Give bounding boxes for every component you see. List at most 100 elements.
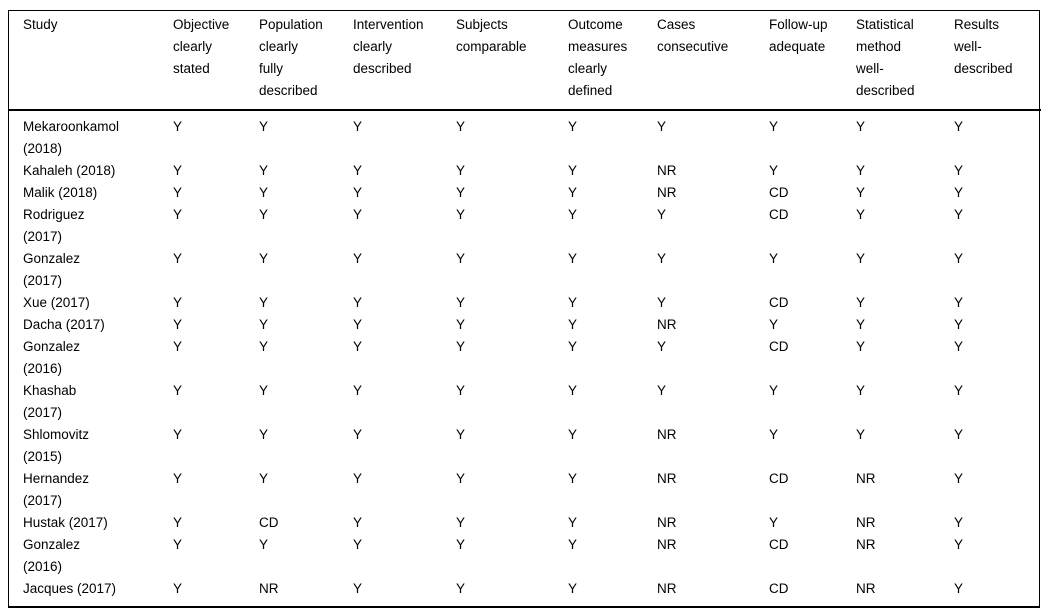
rating-cell: Y bbox=[856, 295, 866, 310]
rating-cell: Y bbox=[769, 427, 779, 442]
rating-cell: Y bbox=[568, 427, 578, 442]
rating-cell: NR bbox=[856, 581, 876, 596]
rating-cell: Y bbox=[568, 383, 578, 398]
rating-cell: Y bbox=[353, 427, 363, 442]
rating-cell: Y bbox=[769, 515, 779, 530]
rating-cell: Y bbox=[657, 295, 667, 310]
rating-cell: Y bbox=[173, 119, 183, 134]
rating-cell: Y bbox=[259, 317, 269, 332]
rating-cell: Y bbox=[568, 581, 578, 596]
rating-cell: Y bbox=[856, 427, 866, 442]
table-header: Study Objective clearly stated Population … bbox=[9, 11, 1041, 111]
table-row: Mekaroonkamol (2018) Y Y Y Y Y Y Y Y Y bbox=[9, 110, 1041, 160]
rating-cell: Y bbox=[657, 251, 667, 266]
rating-cell: Y bbox=[353, 471, 363, 486]
table-row: Xue (2017) Y Y Y Y Y Y CD Y Y bbox=[9, 292, 1041, 314]
rating-cell: Y bbox=[353, 339, 363, 354]
rating-cell: Y bbox=[353, 295, 363, 310]
column-header: Intervention clearly described bbox=[339, 11, 442, 111]
study-cell: Dacha (2017) bbox=[23, 317, 105, 332]
rating-cell: CD bbox=[769, 537, 789, 552]
study-cell: Shlomovitz (2015) bbox=[23, 427, 90, 464]
rating-cell: Y bbox=[769, 119, 779, 134]
rating-cell: Y bbox=[456, 537, 466, 552]
study-cell: Gonzalez (2017) bbox=[23, 251, 81, 288]
rating-cell: Y bbox=[353, 119, 363, 134]
rating-cell: Y bbox=[657, 339, 667, 354]
rating-cell: Y bbox=[259, 427, 269, 442]
rating-cell: Y bbox=[173, 581, 183, 596]
rating-cell: Y bbox=[568, 471, 578, 486]
rating-cell: Y bbox=[259, 471, 269, 486]
rating-cell: Y bbox=[173, 537, 183, 552]
rating-cell: Y bbox=[173, 339, 183, 354]
table-row: Shlomovitz (2015) Y Y Y Y Y NR Y Y Y bbox=[9, 424, 1041, 468]
study-cell: Xue (2017) bbox=[23, 295, 90, 310]
rating-cell: Y bbox=[259, 163, 269, 178]
column-header: Population clearly fully described bbox=[245, 11, 339, 111]
rating-cell: Y bbox=[954, 207, 964, 222]
table-row: Hernandez (2017) Y Y Y Y Y NR CD NR Y bbox=[9, 468, 1041, 512]
table-row: Dacha (2017) Y Y Y Y Y NR Y Y Y bbox=[9, 314, 1041, 336]
rating-cell: Y bbox=[568, 295, 578, 310]
column-header: Cases consecutive bbox=[643, 11, 755, 111]
study-cell: Mekaroonkamol (2018) bbox=[23, 119, 120, 156]
rating-cell: Y bbox=[259, 295, 269, 310]
rating-cell: Y bbox=[769, 317, 779, 332]
rating-cell: Y bbox=[954, 317, 964, 332]
rating-cell: CD bbox=[769, 471, 789, 486]
rating-cell: Y bbox=[568, 185, 578, 200]
rating-cell: NR bbox=[657, 515, 677, 530]
rating-cell: Y bbox=[856, 207, 866, 222]
rating-cell: Y bbox=[173, 295, 183, 310]
rating-cell: NR bbox=[657, 185, 677, 200]
rating-cell: Y bbox=[173, 317, 183, 332]
column-header: Results well- described bbox=[940, 11, 1041, 111]
rating-cell: NR bbox=[657, 427, 677, 442]
table-row: Gonzalez (2016) Y Y Y Y Y Y CD Y Y bbox=[9, 336, 1041, 380]
rating-cell: Y bbox=[769, 163, 779, 178]
table-row: Gonzalez (2016) Y Y Y Y Y NR CD NR Y bbox=[9, 534, 1041, 578]
rating-cell: Y bbox=[568, 119, 578, 134]
study-cell: Malik (2018) bbox=[23, 185, 98, 200]
study-cell: Kahaleh (2018) bbox=[23, 163, 116, 178]
rating-cell: CD bbox=[769, 339, 789, 354]
rating-cell: NR bbox=[856, 471, 876, 486]
study-cell: Khashab (2017) bbox=[23, 383, 77, 420]
rating-cell: Y bbox=[954, 339, 964, 354]
rating-cell: NR bbox=[657, 537, 677, 552]
table-body: Mekaroonkamol (2018) Y Y Y Y Y Y Y Y Y Kahaleh (20… bbox=[9, 110, 1041, 606]
rating-cell: Y bbox=[173, 471, 183, 486]
table-row: Khashab (2017) Y Y Y Y Y Y Y Y Y bbox=[9, 380, 1041, 424]
rating-cell: Y bbox=[954, 119, 964, 134]
column-header: Objective clearly stated bbox=[159, 11, 245, 111]
study-cell: Jacques (2017) bbox=[23, 581, 117, 596]
rating-cell: Y bbox=[456, 251, 466, 266]
rating-cell: Y bbox=[856, 163, 866, 178]
rating-cell: Y bbox=[568, 515, 578, 530]
rating-cell: Y bbox=[856, 251, 866, 266]
rating-cell: Y bbox=[173, 383, 183, 398]
rating-cell: Y bbox=[954, 471, 964, 486]
rating-cell: Y bbox=[856, 119, 866, 134]
study-quality-assessment-table: Study Objective clearly stated Population … bbox=[9, 11, 1041, 606]
study-cell: Gonzalez (2016) bbox=[23, 339, 81, 376]
rating-cell: NR bbox=[259, 581, 279, 596]
study-cell: Rodriguez (2017) bbox=[23, 207, 85, 244]
rating-cell: Y bbox=[954, 427, 964, 442]
rating-cell: Y bbox=[954, 581, 964, 596]
rating-cell: Y bbox=[568, 317, 578, 332]
rating-cell: Y bbox=[657, 383, 667, 398]
rating-cell: Y bbox=[353, 537, 363, 552]
table-row: Jacques (2017) Y NR Y Y Y NR CD NR Y bbox=[9, 578, 1041, 606]
table-row: Kahaleh (2018) Y Y Y Y Y NR Y Y Y bbox=[9, 160, 1041, 182]
column-header: Outcome measures clearly defined bbox=[554, 11, 643, 111]
table-row: Hustak (2017) Y CD Y Y Y NR Y NR Y bbox=[9, 512, 1041, 534]
rating-cell: Y bbox=[954, 515, 964, 530]
rating-cell: Y bbox=[173, 163, 183, 178]
rating-cell: Y bbox=[456, 295, 466, 310]
rating-cell: Y bbox=[954, 295, 964, 310]
rating-cell: Y bbox=[954, 163, 964, 178]
rating-cell: Y bbox=[456, 317, 466, 332]
